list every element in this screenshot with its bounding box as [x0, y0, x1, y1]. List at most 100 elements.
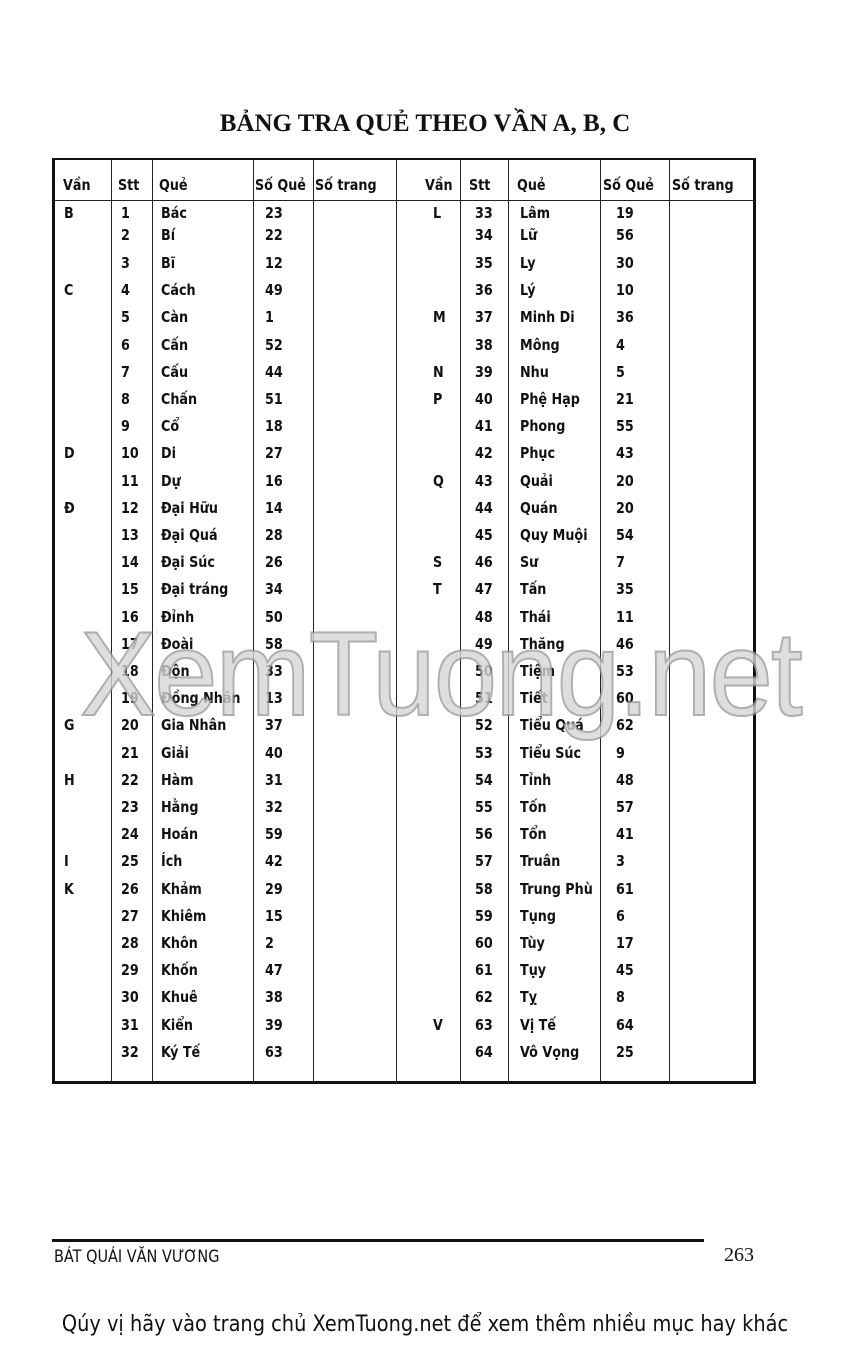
cell-que: Vô Vọng [520, 1042, 580, 1061]
cell-so-que: 39 [265, 1015, 283, 1034]
cell-stt: 2 [121, 226, 130, 244]
cell-que: Hằng [161, 798, 199, 816]
hexagram-lookup-table: Vần Stt Quẻ Số Quẻ Số trang Vần Stt Quẻ … [52, 158, 756, 1084]
cell-so-que: 61 [616, 879, 634, 898]
cell-so-que: 26 [265, 553, 283, 572]
cell-stt: 25 [121, 852, 139, 871]
header-van: Vần [63, 176, 91, 194]
cell-que: Ích [161, 852, 183, 871]
cell-van: V [433, 1015, 443, 1034]
cell-que: Đỉnh [161, 607, 195, 626]
cell-so-que: 25 [616, 1042, 634, 1061]
cell-so-que: 45 [616, 961, 634, 980]
cell-que: Truân [520, 852, 561, 871]
cell-stt: 3 [121, 254, 130, 272]
cell-so-que: 19 [616, 204, 634, 222]
cell-stt: 39 [475, 362, 493, 381]
cell-que: Phục [520, 444, 556, 463]
cell-que: Đồng Nhân [161, 689, 241, 708]
header-so-trang: Số trang [315, 176, 377, 194]
cell-so-que: 29 [265, 879, 283, 898]
cell-so-que: 50 [265, 607, 283, 626]
cell-van: Q [433, 471, 444, 490]
cell-que: Lữ [520, 226, 538, 244]
cell-stt: 37 [475, 308, 493, 327]
cell-que: Tấn [520, 580, 547, 599]
cell-stt: 23 [121, 798, 139, 816]
cell-so-que: 58 [265, 634, 283, 653]
cell-so-que: 22 [265, 226, 283, 244]
cell-que: Khốn [161, 961, 198, 980]
cell-que: Giải [161, 743, 189, 762]
cell-so-que: 35 [616, 580, 634, 599]
cell-que: Càn [161, 308, 189, 327]
cell-so-que: 31 [265, 770, 283, 789]
cell-stt: 55 [475, 798, 493, 816]
cell-stt: 28 [121, 934, 139, 952]
cell-so-que: 43 [616, 444, 634, 463]
cell-stt: 59 [475, 906, 493, 925]
cell-que: Sư [520, 553, 539, 572]
header-so-que: Số Quẻ [255, 176, 306, 194]
cell-so-que: 20 [616, 471, 634, 490]
header-divider [55, 200, 753, 201]
cell-so-que: 6 [616, 906, 625, 925]
header-van: Vần [425, 176, 453, 194]
cell-so-que: 40 [265, 743, 283, 762]
cell-que: Bác [161, 204, 187, 222]
cell-van: B [64, 204, 74, 222]
cell-que: Đại tráng [161, 580, 229, 599]
column-divider [396, 160, 397, 1081]
cell-so-que: 36 [616, 308, 634, 327]
cell-so-que: 12 [265, 254, 283, 272]
cell-stt: 1 [121, 204, 130, 222]
cell-so-que: 1 [265, 308, 274, 327]
cell-que: Vị Tế [520, 1015, 557, 1034]
cell-stt: 11 [121, 471, 139, 490]
column-divider [313, 160, 314, 1081]
cell-so-que: 62 [616, 716, 634, 735]
cell-so-que: 59 [265, 825, 283, 844]
cell-que: Độn [161, 662, 190, 680]
cell-stt: 14 [121, 553, 139, 572]
cell-so-que: 11 [616, 607, 634, 626]
cell-stt: 45 [475, 526, 493, 544]
cell-so-que: 5 [616, 362, 625, 381]
cell-so-que: 48 [616, 770, 634, 789]
cell-que: Quải [520, 471, 553, 490]
cell-stt: 15 [121, 580, 139, 599]
cell-stt: 38 [475, 335, 493, 354]
cell-stt: 24 [121, 825, 139, 844]
cell-que: Hàm [161, 770, 194, 789]
cell-que: Tỵ [520, 988, 538, 1007]
footer-book-title: BÁT QUÁI VĂN VƯƠNG [54, 1247, 220, 1267]
column-divider [600, 160, 601, 1081]
cell-que: Lý [520, 281, 536, 300]
cell-so-que: 47 [265, 961, 283, 980]
cell-so-que: 21 [616, 390, 634, 408]
cell-van: T [433, 580, 442, 599]
cell-stt: 16 [121, 607, 139, 626]
cell-so-que: 14 [265, 498, 283, 517]
cell-so-que: 33 [265, 662, 283, 680]
cell-stt: 43 [475, 471, 493, 490]
cell-que: Tiệm [520, 662, 556, 680]
cell-stt: 58 [475, 879, 493, 898]
column-divider [152, 160, 153, 1081]
cell-stt: 51 [475, 689, 493, 708]
cell-so-que: 56 [616, 226, 634, 244]
cell-so-que: 52 [265, 335, 283, 354]
cell-que: Khuê [161, 988, 198, 1007]
cell-que: Khôn [161, 934, 198, 952]
cell-stt: 6 [121, 335, 130, 354]
cell-stt: 20 [121, 716, 139, 735]
cell-stt: 19 [121, 689, 139, 708]
cell-stt: 53 [475, 743, 493, 762]
column-divider [508, 160, 509, 1081]
cell-stt: 61 [475, 961, 493, 980]
cell-que: Chấn [161, 390, 198, 408]
cell-so-que: 28 [265, 526, 283, 544]
column-divider [669, 160, 670, 1081]
cell-que: Cổ [161, 417, 180, 436]
cell-que: Tiết [520, 689, 548, 708]
